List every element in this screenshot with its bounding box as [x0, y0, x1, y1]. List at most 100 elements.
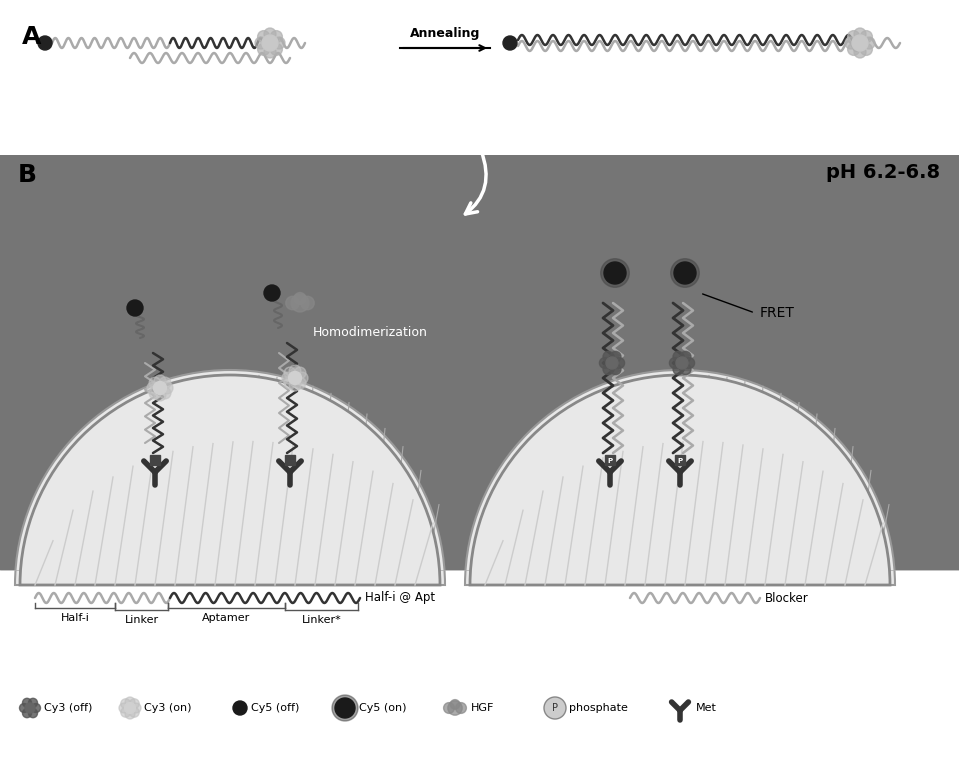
- Circle shape: [125, 709, 135, 719]
- Text: P: P: [552, 703, 558, 713]
- Text: P: P: [677, 458, 683, 464]
- Circle shape: [25, 703, 35, 713]
- Circle shape: [233, 701, 247, 715]
- Text: B: B: [18, 163, 37, 187]
- Text: phosphate: phosphate: [569, 703, 628, 713]
- Text: Cy5 (off): Cy5 (off): [251, 703, 299, 713]
- Circle shape: [159, 388, 171, 399]
- Text: FRET: FRET: [760, 306, 795, 320]
- Wedge shape: [465, 370, 895, 585]
- Circle shape: [262, 35, 278, 51]
- Circle shape: [296, 372, 308, 384]
- Circle shape: [680, 352, 691, 363]
- Bar: [675, 455, 685, 465]
- Text: pH 6.2-6.8: pH 6.2-6.8: [826, 163, 940, 182]
- Circle shape: [670, 258, 699, 287]
- Circle shape: [38, 36, 52, 50]
- Circle shape: [854, 46, 866, 58]
- Circle shape: [444, 702, 455, 713]
- Text: Annealing: Annealing: [409, 27, 480, 40]
- Text: HGF: HGF: [471, 703, 495, 713]
- Circle shape: [848, 31, 859, 42]
- Circle shape: [848, 43, 859, 56]
- Circle shape: [289, 371, 301, 384]
- Circle shape: [450, 699, 459, 709]
- Circle shape: [610, 364, 621, 374]
- Circle shape: [270, 43, 282, 56]
- Text: P: P: [607, 458, 613, 464]
- Circle shape: [290, 379, 301, 391]
- Circle shape: [503, 36, 517, 50]
- Circle shape: [610, 352, 621, 363]
- Circle shape: [604, 262, 626, 284]
- Circle shape: [125, 697, 135, 707]
- Circle shape: [29, 698, 37, 707]
- Circle shape: [32, 703, 40, 713]
- Circle shape: [161, 382, 173, 394]
- Circle shape: [121, 698, 130, 709]
- Circle shape: [129, 707, 139, 717]
- Circle shape: [294, 367, 306, 379]
- Circle shape: [125, 702, 135, 713]
- Circle shape: [600, 258, 629, 287]
- Circle shape: [673, 364, 684, 374]
- Circle shape: [284, 377, 295, 389]
- Circle shape: [149, 377, 161, 389]
- Text: A: A: [22, 25, 41, 49]
- Wedge shape: [20, 375, 440, 585]
- Text: Cy3 (off): Cy3 (off): [44, 703, 92, 713]
- Text: Aptamer: Aptamer: [202, 613, 250, 623]
- Text: Homodimerization: Homodimerization: [313, 327, 428, 340]
- Text: Cy3 (on): Cy3 (on): [144, 703, 192, 713]
- Bar: [150, 455, 160, 465]
- Circle shape: [332, 695, 358, 721]
- Circle shape: [119, 703, 129, 713]
- Circle shape: [154, 375, 166, 387]
- Circle shape: [147, 382, 158, 394]
- Text: Cy5 (on): Cy5 (on): [359, 703, 407, 713]
- Circle shape: [448, 701, 462, 715]
- Circle shape: [456, 702, 466, 713]
- Circle shape: [599, 358, 610, 368]
- Text: Half-i: Half-i: [60, 613, 89, 623]
- Circle shape: [22, 709, 32, 718]
- Circle shape: [290, 365, 301, 377]
- Circle shape: [860, 43, 873, 56]
- Bar: [285, 455, 295, 465]
- Wedge shape: [470, 375, 890, 585]
- Bar: [0, 155, 959, 570]
- Circle shape: [544, 697, 566, 719]
- Circle shape: [255, 37, 267, 49]
- Circle shape: [845, 37, 857, 49]
- Bar: [0, 570, 959, 783]
- Circle shape: [129, 698, 139, 709]
- Circle shape: [153, 381, 167, 395]
- FancyArrowPatch shape: [465, 150, 486, 214]
- Circle shape: [282, 372, 293, 384]
- Circle shape: [603, 364, 614, 374]
- Circle shape: [264, 28, 276, 40]
- Circle shape: [286, 296, 299, 310]
- Circle shape: [127, 300, 143, 316]
- Text: Blocker: Blocker: [765, 591, 808, 604]
- Circle shape: [680, 364, 691, 374]
- Circle shape: [854, 28, 866, 40]
- Circle shape: [294, 377, 306, 389]
- Circle shape: [264, 285, 280, 301]
- Text: Met: Met: [696, 703, 717, 713]
- Circle shape: [29, 709, 37, 718]
- Circle shape: [852, 35, 868, 51]
- Circle shape: [860, 31, 873, 42]
- Circle shape: [258, 43, 269, 56]
- Circle shape: [294, 293, 306, 305]
- Bar: [605, 455, 615, 465]
- Circle shape: [614, 358, 624, 368]
- Circle shape: [121, 707, 130, 717]
- Circle shape: [284, 367, 295, 379]
- Circle shape: [603, 352, 614, 363]
- Circle shape: [606, 357, 618, 369]
- Text: Linker: Linker: [125, 615, 159, 625]
- Circle shape: [270, 31, 282, 42]
- Circle shape: [291, 294, 309, 312]
- Circle shape: [301, 296, 315, 310]
